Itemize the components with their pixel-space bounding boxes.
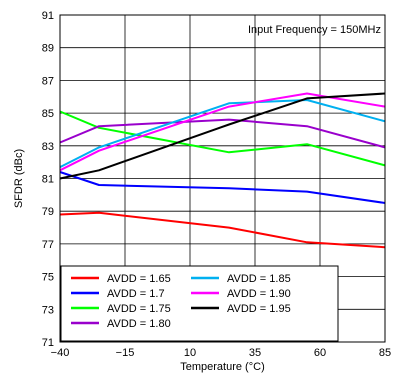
y-tick-label: 91 xyxy=(42,10,54,22)
y-tick-label: 77 xyxy=(42,239,54,251)
series-line-3 xyxy=(59,110,386,167)
x-tick-label: 60 xyxy=(314,347,326,359)
plot-frame xyxy=(59,14,386,343)
x-tick-label: 35 xyxy=(249,347,261,359)
y-tick-label: 73 xyxy=(42,304,54,316)
y-tick-label: 83 xyxy=(42,141,54,153)
x-axis-title: Temperature (°C) xyxy=(180,361,264,373)
legend-label: AVDD = 1.90 xyxy=(227,288,291,300)
y-tick-label: 85 xyxy=(42,108,54,120)
series-line-1 xyxy=(59,211,386,249)
legend-label: AVDD = 1.65 xyxy=(107,273,171,285)
legend: AVDD = 1.65 AVDD = 1.7 AVDD = 1.75 AVDD = 1… xyxy=(60,265,339,342)
x-tick-label: 85 xyxy=(379,347,391,359)
y-tick-label: 71 xyxy=(42,337,54,349)
chart-annotation: Input Frequency = 150MHz xyxy=(248,24,381,36)
legend-label: AVDD = 1.80 xyxy=(107,318,171,330)
y-tick-label: 79 xyxy=(42,206,54,218)
y-tick-label: 75 xyxy=(42,272,54,284)
series-line-4 xyxy=(59,118,386,149)
y-tick-label: 81 xyxy=(42,174,54,186)
x-tick-label: 10 xyxy=(184,347,196,359)
series-line-2 xyxy=(59,171,386,204)
series-lines xyxy=(59,92,386,249)
legend-label: AVDD = 1.75 xyxy=(107,303,171,315)
legend-label: AVDD = 1.95 xyxy=(227,303,291,315)
legend-label: AVDD = 1.7 xyxy=(107,288,165,300)
x-tick-label: −40 xyxy=(51,347,70,359)
series-line-5 xyxy=(59,99,386,168)
series-line-7 xyxy=(59,92,386,180)
y-axis-title: SFDR (dBc) xyxy=(13,149,25,208)
legend-label: AVDD = 1.85 xyxy=(227,273,291,285)
y-tick-label: 89 xyxy=(42,43,54,55)
y-tick-label: 87 xyxy=(42,75,54,87)
axis-ticks: 71 73 75 77 79 81 83 85 87 89 91 −40 −15 10 35 60 85 xyxy=(42,10,391,359)
x-tick-label: −15 xyxy=(116,347,135,359)
series-line-6 xyxy=(59,92,386,172)
